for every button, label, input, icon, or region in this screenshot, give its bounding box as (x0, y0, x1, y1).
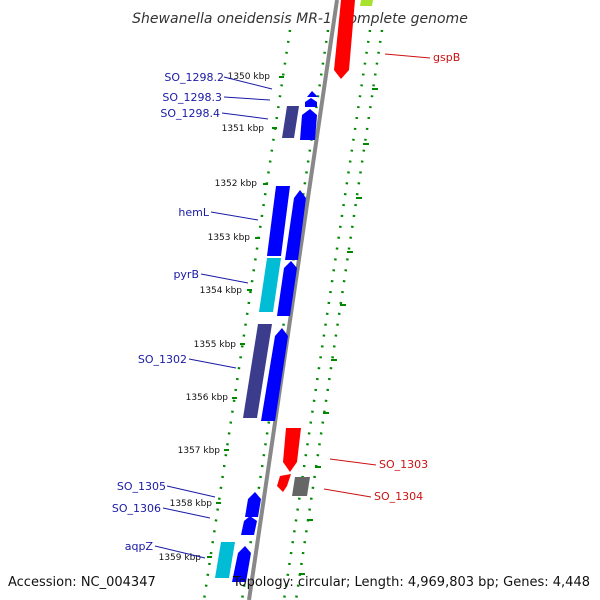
gene-SO_1304-red[interactable] (277, 474, 291, 492)
left-ticks (207, 76, 284, 558)
tick-label: 1357 kbp (178, 446, 221, 456)
label-aqpZ[interactable]: aqpZ (125, 540, 154, 553)
tick-label: 1350 kbp (228, 72, 271, 82)
gene-pyrB-blue[interactable] (277, 261, 297, 316)
label-gspB[interactable]: gspB (433, 51, 460, 64)
tick-label: 1354 kbp (200, 286, 243, 296)
label-hemL[interactable]: hemL (178, 206, 209, 219)
topology-text: Topology: circular; Length: 4,969,803 bp… (232, 575, 590, 590)
label-SO_1305[interactable]: SO_1305 (117, 480, 166, 493)
right-callouts (323, 53, 431, 498)
gene-SO_1303[interactable] (283, 428, 301, 472)
gene-SO_1302-purple[interactable] (243, 324, 272, 418)
gene-aqpZ-teal[interactable] (215, 542, 235, 578)
gene-SO_1305[interactable] (245, 492, 261, 517)
gene-SO_1304-gray[interactable] (292, 477, 310, 496)
gene-SO_1302-blue[interactable] (261, 328, 288, 421)
right-ticks (299, 88, 378, 575)
gene-SO_1298-2[interactable] (307, 91, 318, 97)
gene-SO_1306[interactable] (241, 516, 257, 535)
accession-text: Accession: NC_004347 (8, 575, 156, 590)
gene-hemL-purple[interactable] (267, 186, 290, 256)
label-SO_1298-4[interactable]: SO_1298.4 (160, 107, 220, 120)
label-SO_1304[interactable]: SO_1304 (374, 490, 423, 503)
gene-pyrB-teal[interactable] (259, 258, 281, 312)
tick-label: 1352 kbp (215, 179, 258, 189)
gene-SO_1298-3[interactable] (305, 98, 317, 107)
label-SO_1298-3[interactable]: SO_1298.3 (162, 91, 222, 104)
label-SO_1303[interactable]: SO_1303 (379, 458, 428, 471)
gene-SO_1298-4[interactable] (300, 109, 317, 140)
left-callouts (154, 76, 273, 559)
label-pyrB[interactable]: pyrB (173, 268, 199, 281)
gene-aqpZ-blue[interactable] (232, 546, 251, 582)
tick-label: 1353 kbp (208, 233, 251, 243)
label-SO_1298-2[interactable]: SO_1298.2 (164, 71, 224, 84)
tick-label: 1356 kbp (186, 393, 229, 403)
gene-fragment-top (360, 0, 373, 6)
tick-label: 1351 kbp (222, 124, 265, 134)
tick-label: 1358 kbp (170, 499, 213, 509)
tick-label: 1359 kbp (159, 553, 202, 563)
label-SO_1306[interactable]: SO_1306 (112, 502, 161, 515)
gene-gspB[interactable] (334, 0, 355, 79)
tick-label: 1355 kbp (194, 340, 237, 350)
gene-SO_1298-4-purple[interactable] (282, 106, 299, 138)
genome-backbone (247, 0, 339, 600)
label-SO_1302[interactable]: SO_1302 (138, 353, 187, 366)
map-title: Shewanella oneidensis MR-1, complete gen… (132, 11, 468, 27)
gene-hemL-blue[interactable] (285, 190, 306, 260)
